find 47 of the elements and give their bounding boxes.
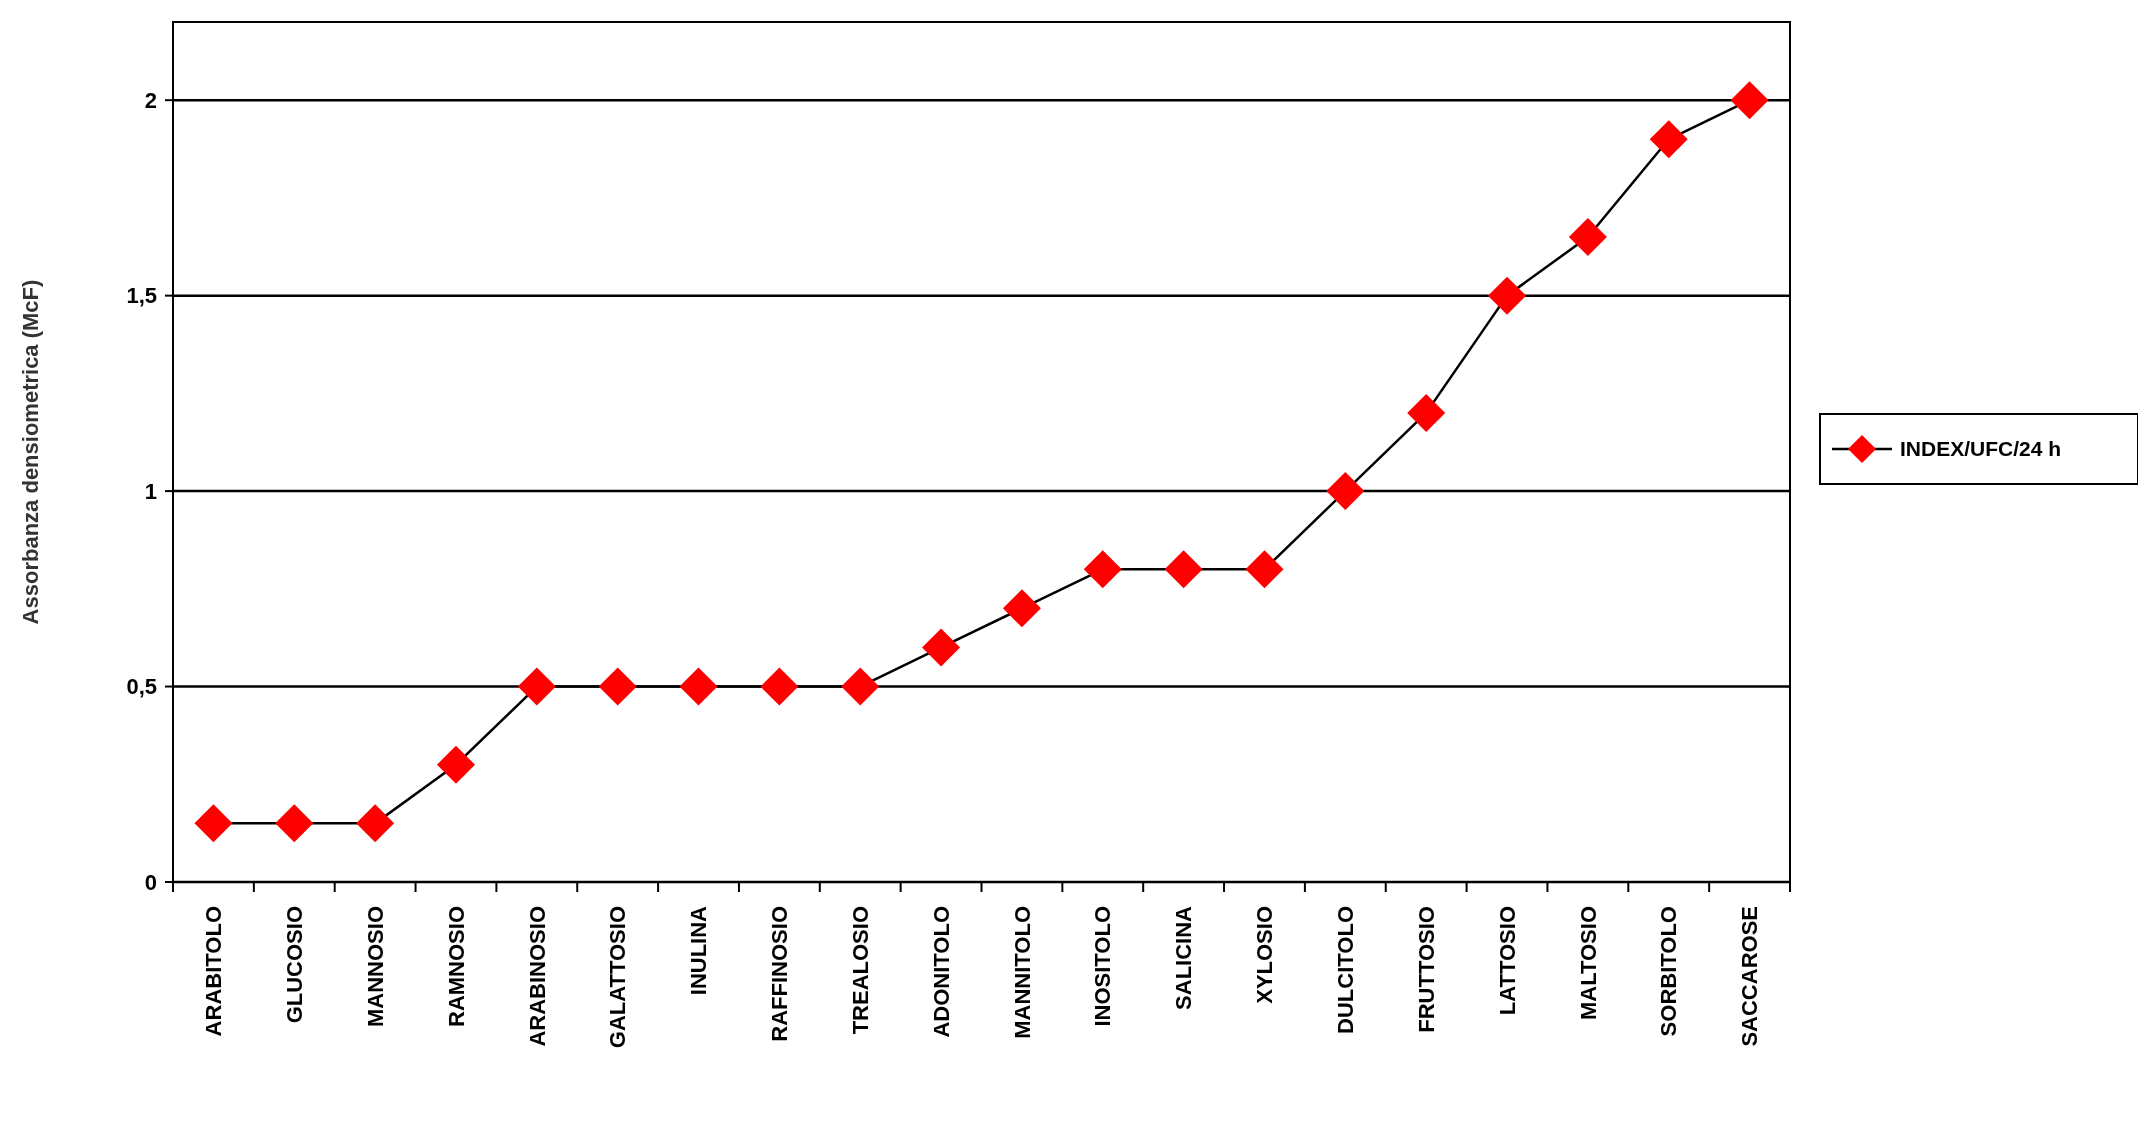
point bbox=[598, 667, 637, 706]
point bbox=[1164, 550, 1203, 589]
x-tick-label: FRUTTOSIO bbox=[1413, 906, 1439, 1033]
x-tick-label: MANNOSIO bbox=[362, 906, 388, 1027]
point bbox=[1245, 550, 1284, 589]
x-tick-label: ARABITOLO bbox=[201, 906, 227, 1037]
point bbox=[275, 804, 314, 843]
point bbox=[1002, 589, 1041, 628]
y-tick-label: 1 bbox=[144, 478, 157, 504]
x-tick-label: SORBITOLO bbox=[1656, 906, 1682, 1037]
y-tick-label: 2 bbox=[144, 87, 157, 113]
x-tick-label: XYLOSIO bbox=[1252, 906, 1278, 1004]
point bbox=[1568, 218, 1607, 256]
x-tick-label: LATTOSIO bbox=[1494, 906, 1520, 1016]
point bbox=[841, 667, 880, 706]
x-tick-label: MANNITOLO bbox=[1009, 906, 1035, 1039]
point bbox=[1649, 120, 1688, 159]
y-tick-label: 1,5 bbox=[126, 283, 157, 309]
x-tick-label: INULINA bbox=[686, 905, 712, 996]
point bbox=[760, 667, 799, 706]
x-tick-label: GLUCOSIO bbox=[281, 906, 307, 1024]
point bbox=[436, 745, 475, 784]
x-tick-label: MALTOSIO bbox=[1575, 906, 1601, 1021]
legend-label: INDEX/UFC/24 h bbox=[1900, 437, 2062, 461]
x-tick-label: ARABINOSIO bbox=[524, 906, 550, 1047]
point bbox=[356, 804, 395, 843]
point bbox=[194, 804, 233, 843]
point bbox=[1326, 472, 1365, 511]
x-tick-label: SALICINA bbox=[1171, 905, 1197, 1010]
y-tick-label: 0 bbox=[144, 869, 157, 895]
x-tick-label: ADONITOLO bbox=[928, 906, 954, 1038]
point bbox=[679, 667, 718, 706]
point bbox=[1083, 550, 1122, 589]
x-tick-label: TREALOSIO bbox=[847, 906, 873, 1035]
y-axis-title: Assorbanza densiometrica (McF) bbox=[18, 279, 43, 625]
point bbox=[1488, 276, 1527, 315]
y-tick-label: 0,5 bbox=[126, 674, 157, 700]
point bbox=[1730, 81, 1769, 120]
x-tick-label: INOSITOLO bbox=[1090, 906, 1116, 1027]
x-tick-label: SACCAROSE bbox=[1737, 906, 1763, 1047]
x-tick-label: DULCITOLO bbox=[1333, 906, 1359, 1034]
point bbox=[922, 628, 961, 667]
point bbox=[517, 667, 556, 706]
point bbox=[1407, 393, 1446, 432]
x-tick-label: GALATTOSIO bbox=[605, 906, 631, 1049]
x-tick-label: RAFFINOSIO bbox=[767, 906, 793, 1042]
x-tick-label: RAMNOSIO bbox=[443, 906, 469, 1027]
